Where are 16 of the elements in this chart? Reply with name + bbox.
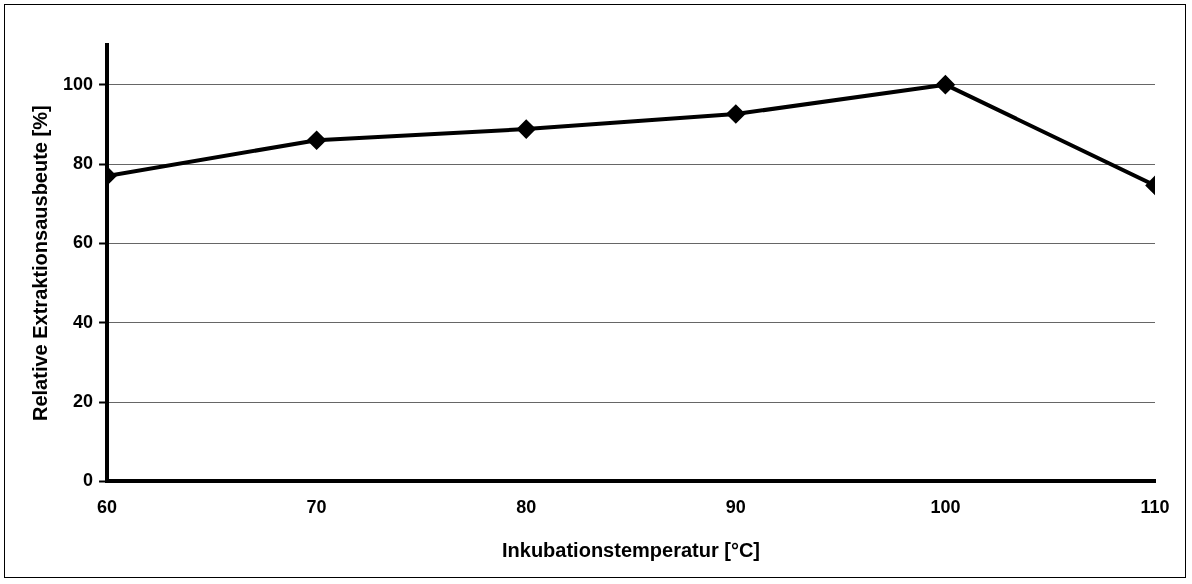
y-tick-label: 0 <box>83 470 94 491</box>
y-tick-label: 80 <box>73 152 94 173</box>
x-tick-label: 90 <box>725 497 746 518</box>
x-tick-label: 100 <box>930 497 961 518</box>
y-tick-label: 20 <box>73 391 94 412</box>
y-tick-label: 60 <box>73 232 94 253</box>
y-axis-title: Relative Extraktionsausbeute [%] <box>28 105 51 422</box>
y-tick-label: 100 <box>62 73 94 94</box>
x-tick-label: 110 <box>1140 497 1170 518</box>
x-axis-title: Inkubationstemperatur [°C] <box>502 538 761 561</box>
point <box>726 105 745 124</box>
x-tick-label: 80 <box>516 497 537 518</box>
y-tick-label: 40 <box>73 311 94 332</box>
point <box>517 120 536 139</box>
x-tick-label: 70 <box>306 497 327 518</box>
x-tick-label: 60 <box>97 497 118 518</box>
